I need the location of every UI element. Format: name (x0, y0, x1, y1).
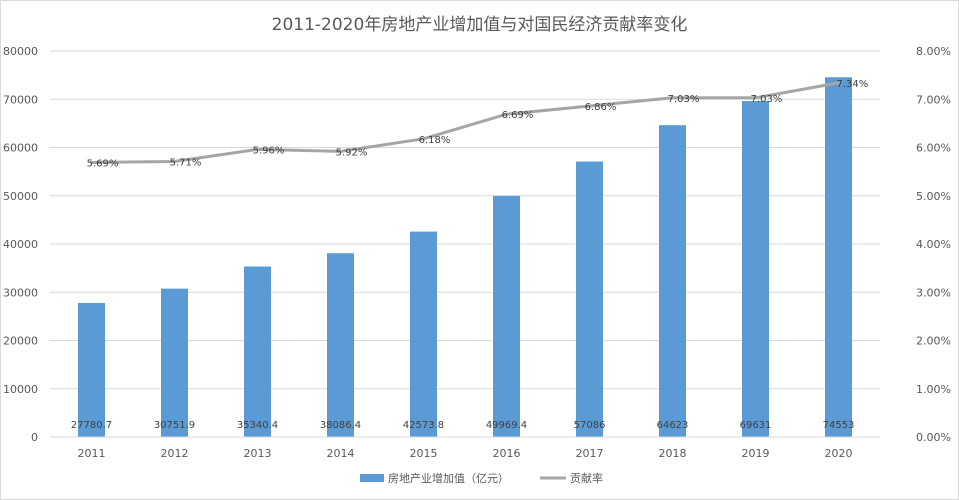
line-data-label: 6.69% (502, 110, 534, 121)
bar (410, 231, 437, 437)
y-left-tick-label: 40000 (3, 238, 38, 251)
line-data-label: 7.34% (837, 79, 869, 90)
x-tick-label: 2012 (161, 447, 189, 460)
chart-title: 2011-2020年房地产业增加值与对国民经济贡献率变化 (271, 15, 688, 35)
bar-data-label: 69631 (740, 420, 772, 431)
bar-data-label: 49969.4 (486, 420, 527, 431)
y-right-tick-label: 3.00% (916, 286, 951, 299)
line-data-label: 7.03% (751, 94, 783, 105)
label-layer: 27780.7 30751.9 35340.4 38086.4 42573.8 49969… (71, 79, 868, 431)
y-left-tick-label: 50000 (3, 190, 38, 203)
bar-data-label: 57086 (574, 420, 606, 431)
line-data-label: 6.86% (585, 102, 617, 113)
legend-label-bar: 房地产业增加值（亿元） (388, 471, 509, 485)
x-tick-label: 2013 (244, 447, 272, 460)
bar (327, 253, 354, 437)
axis-layer: 0 10000 20000 30000 40000 50000 60000 70000 8000… (3, 45, 951, 460)
y-right-tick-label: 8.00% (916, 45, 951, 58)
line-data-label: 5.71% (170, 157, 202, 168)
line-data-label: 6.18% (419, 135, 451, 146)
legend: 房地产业增加值（亿元） 贡献率 (360, 471, 603, 485)
y-left-tick-label: 70000 (3, 93, 38, 106)
line-data-label: 5.96% (253, 145, 285, 156)
bar-data-label: 35340.4 (237, 420, 278, 431)
bar (78, 302, 105, 437)
y-right-tick-label: 4.00% (916, 238, 951, 251)
bar-data-label: 38086.4 (320, 420, 361, 431)
x-tick-label: 2020 (825, 447, 853, 460)
bar (493, 195, 520, 437)
x-tick-label: 2011 (78, 447, 106, 460)
x-tick-label: 2018 (659, 447, 687, 460)
y-left-tick-label: 60000 (3, 142, 38, 155)
y-right-tick-label: 5.00% (916, 190, 951, 203)
bar (659, 125, 686, 437)
line-data-label: 7.03% (668, 94, 700, 105)
y-left-tick-label: 20000 (3, 335, 38, 348)
bar-data-label: 27780.7 (71, 420, 112, 431)
y-right-tick-label: 7.00% (916, 93, 951, 106)
bar (825, 77, 852, 438)
y-right-tick-label: 0.00% (916, 431, 951, 444)
x-tick-label: 2017 (576, 447, 604, 460)
bar (742, 101, 769, 437)
y-left-tick-label: 0 (31, 431, 38, 444)
bar (244, 266, 271, 437)
y-right-tick-label: 1.00% (916, 383, 951, 396)
bar-layer (78, 77, 852, 438)
legend-swatch-bar (360, 474, 384, 482)
y-right-tick-label: 2.00% (916, 335, 951, 348)
x-tick-label: 2016 (493, 447, 521, 460)
y-left-tick-label: 30000 (3, 286, 38, 299)
bar (576, 161, 603, 437)
legend-label-line: 贡献率 (570, 471, 603, 485)
y-right-tick-label: 6.00% (916, 142, 951, 155)
bar-data-label: 30751.9 (154, 420, 195, 431)
x-tick-label: 2014 (327, 447, 355, 460)
x-tick-label: 2015 (410, 447, 438, 460)
bar-data-label: 42573.8 (403, 420, 444, 431)
bar (161, 288, 188, 437)
line-series-contribution-rate (90, 81, 840, 164)
line-data-label: 5.92% (336, 147, 368, 158)
y-left-tick-label: 80000 (3, 45, 38, 58)
bar-data-label: 74553 (823, 420, 855, 431)
bar-data-label: 64623 (657, 420, 689, 431)
y-left-tick-label: 10000 (3, 383, 38, 396)
line-data-label: 5.69% (87, 158, 119, 169)
line-layer (90, 81, 840, 164)
x-tick-label: 2019 (742, 447, 770, 460)
